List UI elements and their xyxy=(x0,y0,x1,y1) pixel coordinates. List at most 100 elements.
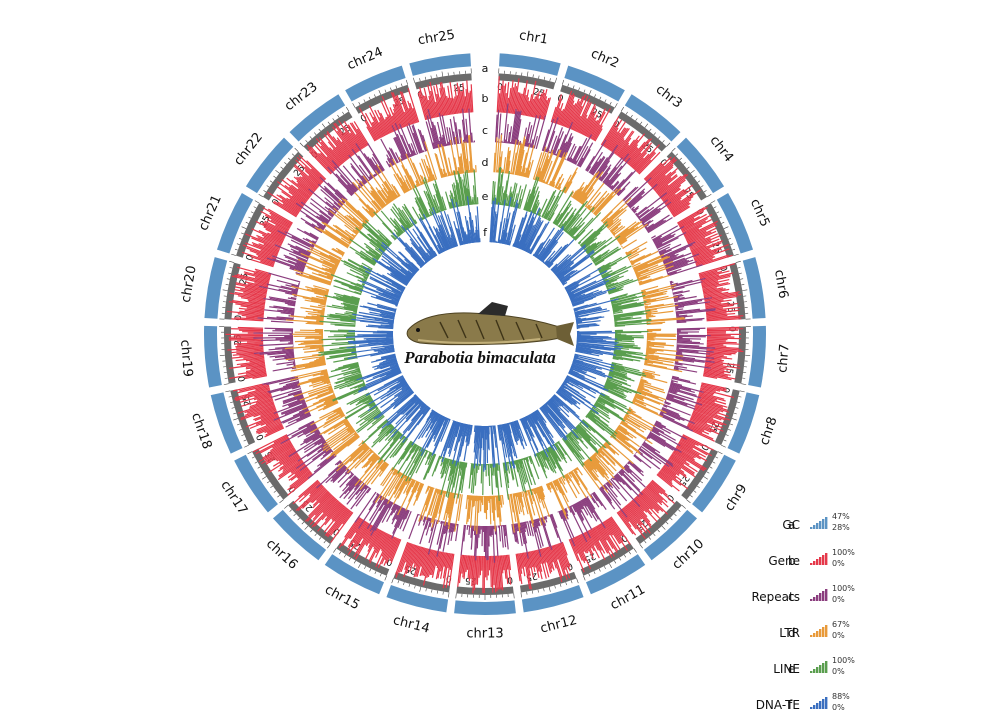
track-bar-repeats xyxy=(640,447,641,448)
track-bar-repeats xyxy=(555,154,556,155)
scale-tick xyxy=(255,462,258,463)
scale-tick xyxy=(649,537,651,539)
scale-tick xyxy=(277,495,279,497)
track-bar-gene xyxy=(479,556,480,578)
scale-tick xyxy=(711,201,715,204)
track-bar-ltr xyxy=(613,433,640,454)
scale-tick xyxy=(704,190,707,192)
scale-tick xyxy=(233,413,236,414)
scale-tick xyxy=(636,118,638,120)
scale-tick xyxy=(734,254,739,256)
track-bar-repeats xyxy=(654,227,684,243)
scale-tick xyxy=(690,495,692,497)
scale-tick xyxy=(333,118,335,120)
track-bar-ltr xyxy=(564,172,576,193)
track-bar-ltr xyxy=(333,394,334,395)
scale-tick xyxy=(562,80,563,85)
track-bar-line xyxy=(549,213,554,221)
scale-tick xyxy=(322,124,325,128)
track-bar-gene xyxy=(707,340,726,341)
scale-tick xyxy=(610,102,611,105)
scale-tick xyxy=(339,552,341,555)
scale-tick xyxy=(324,541,326,543)
track-bar-gene xyxy=(707,329,743,330)
scale-tick xyxy=(621,107,624,111)
scale-tick xyxy=(315,534,317,536)
track-bar-repeats xyxy=(626,203,627,204)
scale-tick xyxy=(456,593,457,598)
track-bar-line xyxy=(615,326,625,327)
track-bar-repeats xyxy=(499,113,501,142)
scale-tick xyxy=(406,80,407,85)
scale-tick xyxy=(403,582,404,585)
track-bar-gene xyxy=(491,556,492,587)
track-bar-ltr xyxy=(374,452,375,453)
track-bar-ltr xyxy=(300,274,331,284)
track-bar-repeats xyxy=(677,322,687,323)
scale-tick xyxy=(615,103,617,107)
track-bar-repeats xyxy=(613,477,640,507)
track-bar-repeats xyxy=(670,281,672,282)
scale-tick xyxy=(239,429,242,430)
scale-tick xyxy=(710,467,713,469)
track-bar-gene xyxy=(237,340,263,341)
scale-tick xyxy=(229,396,232,397)
scale-tick xyxy=(579,88,580,91)
track-bar-repeats xyxy=(351,472,352,473)
scale-tick xyxy=(254,207,257,208)
scale-tick xyxy=(614,561,615,564)
scale-tick xyxy=(680,158,682,160)
track-bar-repeats xyxy=(677,341,692,342)
scale-tick xyxy=(573,86,574,89)
scale-tick xyxy=(448,593,449,598)
scale-tick xyxy=(235,249,238,250)
scale-tick xyxy=(583,576,585,581)
track-bar-repeats xyxy=(496,526,498,556)
scale-tick xyxy=(244,440,247,441)
track-bar-ltr xyxy=(647,346,665,347)
scale-tick xyxy=(654,133,656,135)
track-bar-ltr xyxy=(564,168,578,193)
scale-tick xyxy=(274,491,276,493)
scale-tick xyxy=(275,170,279,173)
scale-tick xyxy=(237,424,240,425)
scale-tick xyxy=(521,593,522,598)
scale-tick xyxy=(691,170,695,173)
chromosome-ideogram xyxy=(748,326,766,388)
track-bar-repeats xyxy=(593,493,602,506)
scale-tick xyxy=(248,452,252,454)
track-bar-repeats xyxy=(677,328,705,329)
scale-tick xyxy=(697,486,699,488)
scale-tick xyxy=(604,566,605,569)
scale-tick xyxy=(716,212,719,213)
scale-tick xyxy=(375,571,376,574)
scale-tick xyxy=(707,194,711,197)
track-bar-ltr xyxy=(580,178,597,202)
track-bar-repeats xyxy=(651,236,655,238)
track-bar-gene xyxy=(707,344,724,345)
scale-tick xyxy=(609,563,611,567)
scale-tick xyxy=(241,233,244,234)
scale-tick xyxy=(741,384,746,385)
scale-tick xyxy=(740,391,745,392)
scale-tick xyxy=(739,273,742,274)
scale-tick xyxy=(672,148,676,151)
scale-tick xyxy=(259,194,263,197)
scale-tick xyxy=(292,154,294,156)
track-bar-repeats xyxy=(294,296,297,297)
track-bar-repeats xyxy=(301,202,329,222)
scale-tick xyxy=(305,526,308,530)
scale-tick xyxy=(310,530,312,532)
track-bar-ltr xyxy=(604,444,615,454)
scale-tick xyxy=(732,418,737,420)
scale-tick xyxy=(694,491,696,493)
scale-tick xyxy=(527,72,528,77)
scale-tick xyxy=(295,148,299,151)
scale-tick xyxy=(629,552,631,555)
track-bar-repeats xyxy=(297,228,318,240)
track-bar-line xyxy=(615,341,634,342)
scale-tick xyxy=(589,574,590,577)
scale-tick xyxy=(426,588,427,591)
scale-tick xyxy=(431,76,432,79)
scale-tick xyxy=(415,586,416,589)
